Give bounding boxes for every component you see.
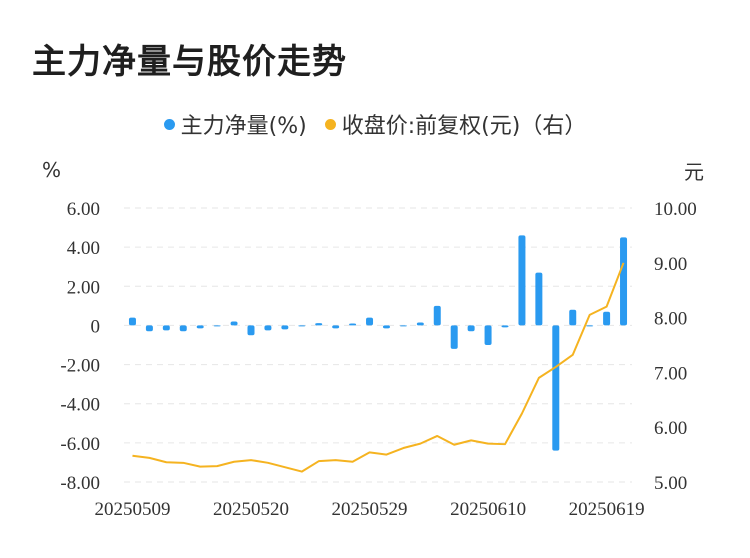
right-tick-label: 10.00 xyxy=(654,199,697,220)
bar xyxy=(128,317,136,326)
bar xyxy=(433,305,441,326)
bar xyxy=(518,235,526,326)
bar xyxy=(382,325,390,329)
left-tick-label: 2.00 xyxy=(67,277,100,298)
right-axis-unit: 元 xyxy=(684,160,704,184)
left-tick-label: -8.00 xyxy=(60,473,100,494)
x-tick-label: 20250509 xyxy=(94,499,170,520)
left-tick-label: -2.00 xyxy=(60,356,100,377)
left-tick-label: -4.00 xyxy=(60,395,100,416)
bar xyxy=(467,325,475,332)
bar xyxy=(552,325,560,451)
legend-dot-close-price xyxy=(324,118,336,130)
bar xyxy=(416,322,424,326)
bar xyxy=(569,309,577,326)
legend-dot-net-volume xyxy=(163,118,175,130)
bar xyxy=(179,325,187,332)
left-tick-label: 0 xyxy=(91,316,101,337)
bar xyxy=(213,325,221,327)
bar xyxy=(484,325,492,345)
bar xyxy=(450,325,458,349)
left-tick-label: 6.00 xyxy=(67,199,100,220)
legend-label-net-volume: 主力净量(%) xyxy=(180,114,307,139)
right-tick-label: 6.00 xyxy=(654,418,687,439)
x-tick-label: 20250520 xyxy=(213,499,289,520)
left-axis-unit: % xyxy=(42,158,62,182)
bar xyxy=(196,325,204,329)
bar xyxy=(145,325,153,332)
bar xyxy=(162,325,170,331)
bar xyxy=(298,325,306,327)
x-tick-label: 20250610 xyxy=(450,499,526,520)
bar xyxy=(535,272,543,326)
right-tick-label: 5.00 xyxy=(654,473,687,494)
bar xyxy=(264,325,272,331)
x-tick-label: 20250619 xyxy=(569,499,645,520)
legend-item-net-volume[interactable]: 主力净量(%) xyxy=(163,108,307,140)
bar xyxy=(349,323,357,326)
left-tick-label: 4.00 xyxy=(67,238,100,259)
x-tick-label: 20250529 xyxy=(332,499,408,520)
right-tick-label: 8.00 xyxy=(654,309,687,330)
chart-legend: 主力净量(%) 收盘价:前复权(元)（右） xyxy=(0,108,750,140)
page-title: 主力净量与股价走势 xyxy=(32,42,347,82)
bar xyxy=(366,317,374,326)
bar xyxy=(332,325,340,329)
bar xyxy=(281,325,289,330)
legend-label-close-price: 收盘价:前复权(元)（右） xyxy=(341,114,587,139)
bar xyxy=(620,237,628,326)
bar xyxy=(399,325,407,327)
right-tick-label: 9.00 xyxy=(654,254,687,275)
bar xyxy=(501,325,509,328)
bar xyxy=(230,321,238,326)
left-tick-label: -6.00 xyxy=(60,434,100,455)
right-tick-label: 7.00 xyxy=(654,363,687,384)
bar xyxy=(315,323,323,326)
legend-item-close-price[interactable]: 收盘价:前复权(元)（右） xyxy=(324,108,587,140)
bar xyxy=(586,325,594,327)
bar xyxy=(603,311,611,326)
price-line xyxy=(132,262,625,473)
bar xyxy=(247,325,255,336)
